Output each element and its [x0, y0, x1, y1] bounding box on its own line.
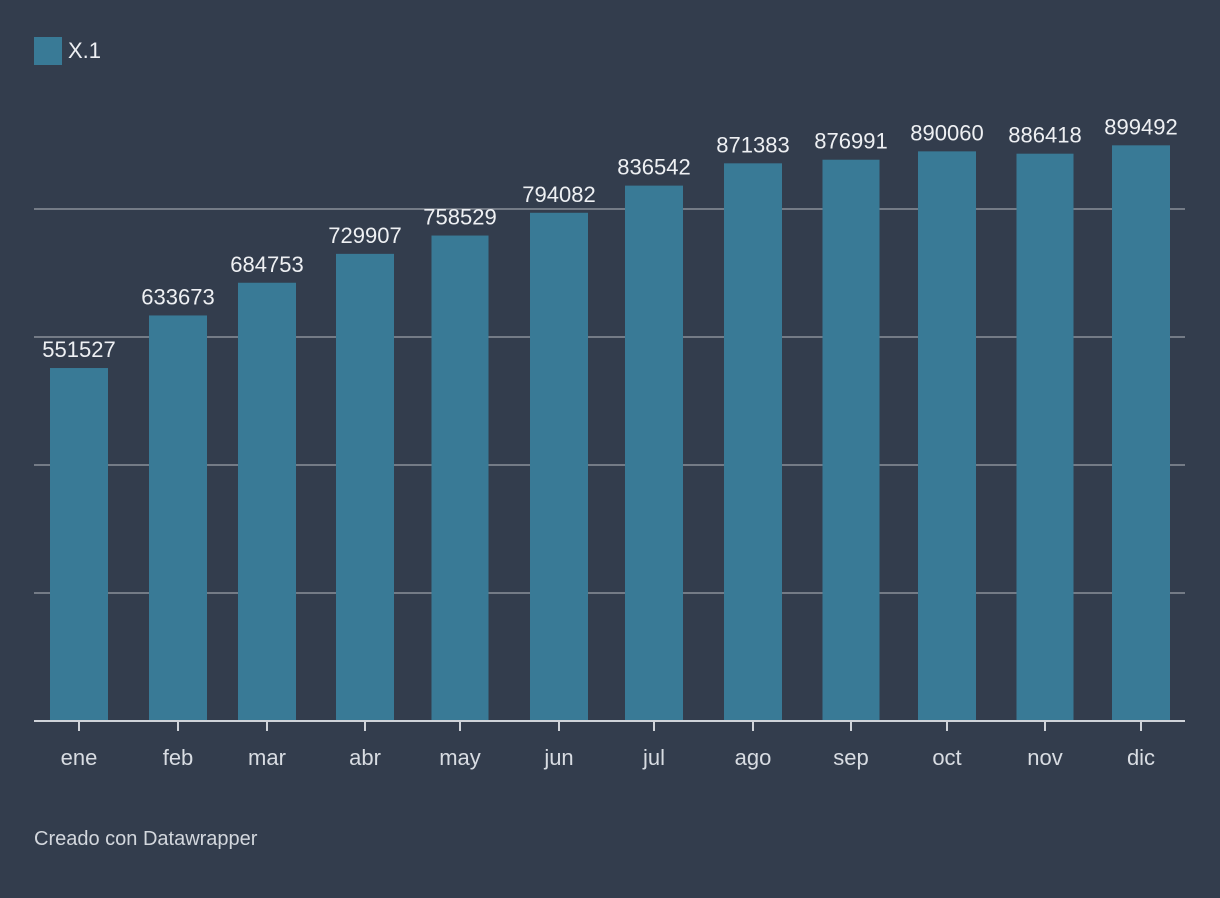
bar-ene [50, 368, 108, 721]
bar-feb [149, 315, 207, 721]
x-tick-label-sep: sep [833, 745, 868, 770]
data-label-jun: 794082 [522, 182, 595, 207]
x-tick-label-ene: ene [61, 745, 98, 770]
data-label-mar: 684753 [230, 252, 303, 277]
data-label-jul: 836542 [617, 155, 690, 180]
x-tick-label-dic: dic [1127, 745, 1155, 770]
x-tick-label-oct: oct [932, 745, 961, 770]
x-tick-label-mar: mar [248, 745, 286, 770]
legend: X.1 [34, 37, 101, 65]
data-label-nov: 886418 [1008, 123, 1081, 148]
bar-oct [918, 151, 976, 722]
footer-credit: Creado con Datawrapper [34, 828, 258, 850]
data-label-ene: 551527 [42, 337, 115, 362]
legend-swatch [34, 37, 62, 65]
data-label-abr: 729907 [328, 223, 401, 248]
data-label-may: 758529 [423, 205, 496, 230]
bar-sep [822, 159, 880, 721]
legend-label: X.1 [68, 38, 102, 63]
data-label-ago: 871383 [716, 132, 789, 157]
bar-jun [530, 212, 588, 721]
x-tick-label-feb: feb [163, 745, 194, 770]
data-label-feb: 633673 [141, 284, 214, 309]
x-tick-label-nov: nov [1027, 745, 1062, 770]
bar-dic [1112, 145, 1170, 721]
bar-nov [1016, 153, 1074, 721]
bar-abr [336, 253, 394, 721]
bar-may [431, 235, 489, 721]
data-label-dic: 899492 [1104, 114, 1177, 139]
data-label-sep: 876991 [814, 129, 887, 154]
x-tick-label-abr: abr [349, 745, 381, 770]
bar-jul [625, 185, 683, 722]
x-tick-label-jul: jul [642, 745, 665, 770]
x-tick-label-may: may [439, 745, 481, 770]
data-label-oct: 890060 [910, 120, 983, 145]
bar-mar [238, 282, 296, 721]
x-tick-label-jun: jun [543, 745, 573, 770]
x-tick-label-ago: ago [735, 745, 772, 770]
bar-ago [724, 163, 782, 721]
